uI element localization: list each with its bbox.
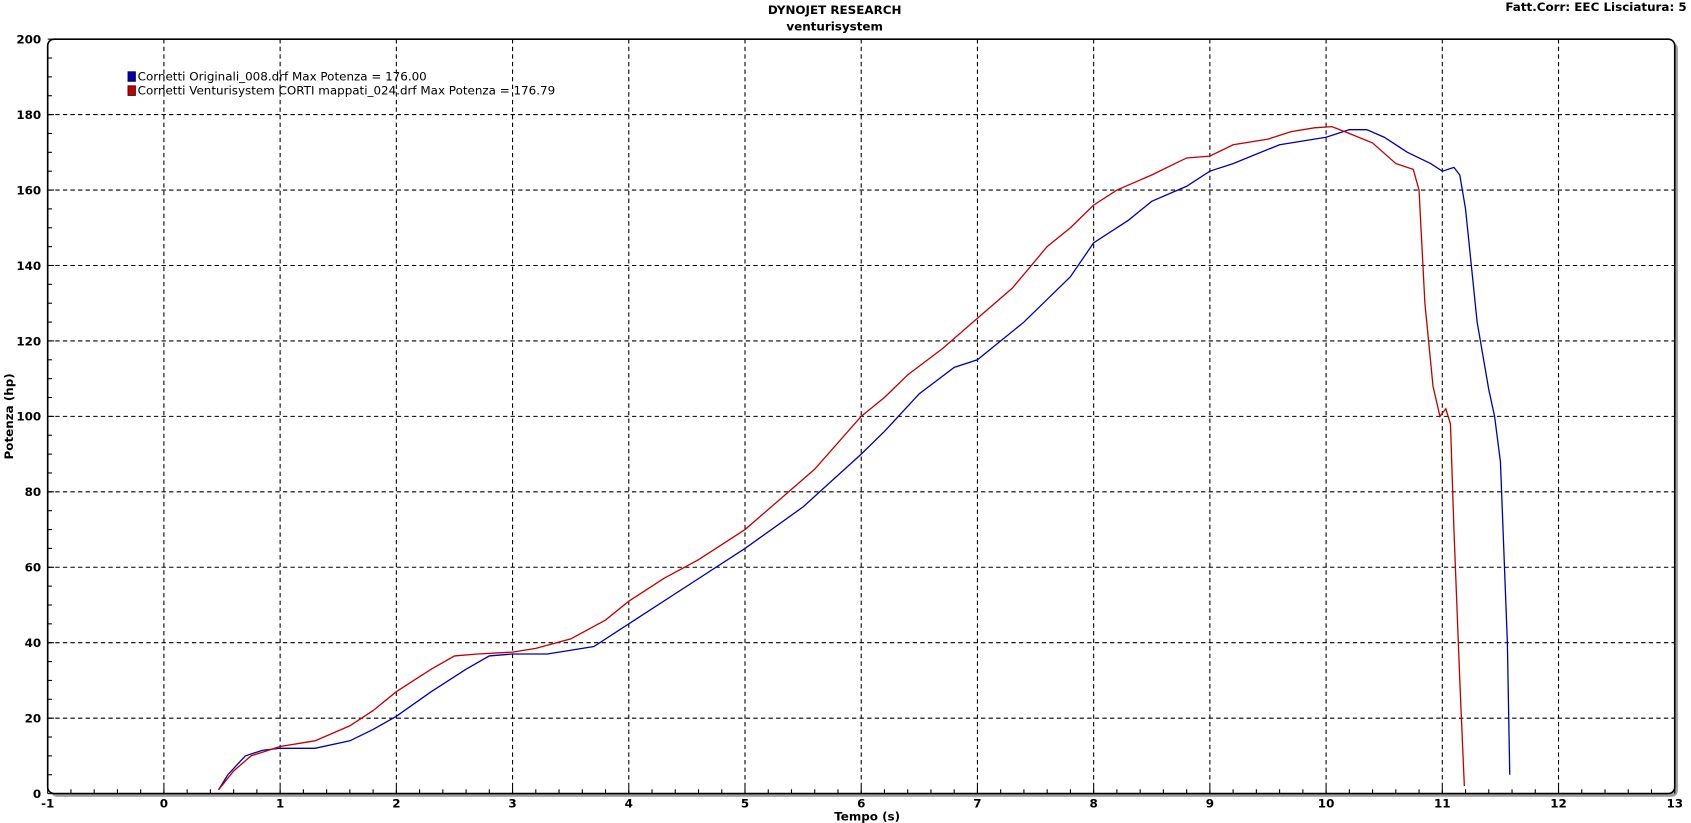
- x-tick-label: 13: [1666, 797, 1683, 811]
- x-tick-label: 0: [160, 797, 168, 811]
- x-axis-label: Tempo (s): [834, 810, 900, 823]
- y-tick-label: 100: [16, 410, 41, 424]
- plot-area: [46, 38, 1678, 797]
- y-tick-label: 120: [16, 334, 41, 348]
- y-tick-label: 60: [25, 561, 42, 575]
- legend: Cornetti Originali_008.drf Max Potenza =…: [127, 69, 555, 97]
- grid: [47, 39, 1675, 794]
- y-tick-label: 0: [33, 787, 41, 801]
- x-tick-label: 6: [857, 797, 865, 811]
- x-tick-label: 10: [1318, 797, 1335, 811]
- x-tick-label: 8: [1090, 797, 1098, 811]
- x-tick-label: -1: [41, 797, 54, 811]
- y-tick-label: 140: [16, 259, 41, 273]
- x-tick-label: 11: [1434, 797, 1451, 811]
- y-tick-label: 160: [16, 183, 41, 197]
- x-tick-label: 2: [392, 797, 400, 811]
- x-tick-label: 4: [625, 797, 633, 811]
- y-tick-label: 40: [25, 636, 42, 650]
- y-tick-label: 20: [25, 711, 42, 725]
- x-tick-label: 9: [1206, 797, 1214, 811]
- correction-info: Fatt.Corr: EEC Lisciatura: 5: [1505, 0, 1686, 14]
- chart-subtitle: venturisystem: [786, 19, 883, 33]
- series-line-1: [217, 129, 1511, 791]
- y-axis-label: Potenza (hp): [2, 373, 16, 459]
- series-lines: [217, 125, 1511, 791]
- x-tick-label: 7: [973, 797, 981, 811]
- y-tick-label: 180: [16, 108, 41, 122]
- legend-swatch: [127, 85, 136, 96]
- x-tick-label: 1: [276, 797, 284, 811]
- x-tick-label: 5: [741, 797, 749, 811]
- chart-title: DYNOJET RESEARCH: [768, 3, 902, 17]
- axis-ticks: -1 0 1 2 3 4 5 6 7 8 9 10 11 12 1302040608010012014016…: [16, 32, 1683, 810]
- y-tick-label: 80: [25, 485, 42, 499]
- legend-swatch: [127, 71, 136, 82]
- x-tick-label: 3: [508, 797, 516, 811]
- legend-entry: Cornetti Venturisystem CORTI mappati_024…: [138, 83, 555, 97]
- y-tick-label: 200: [16, 32, 41, 46]
- series-line-2: [218, 125, 1465, 791]
- legend-entry: Cornetti Originali_008.drf Max Potenza =…: [138, 69, 427, 83]
- x-tick-label: 12: [1550, 797, 1567, 811]
